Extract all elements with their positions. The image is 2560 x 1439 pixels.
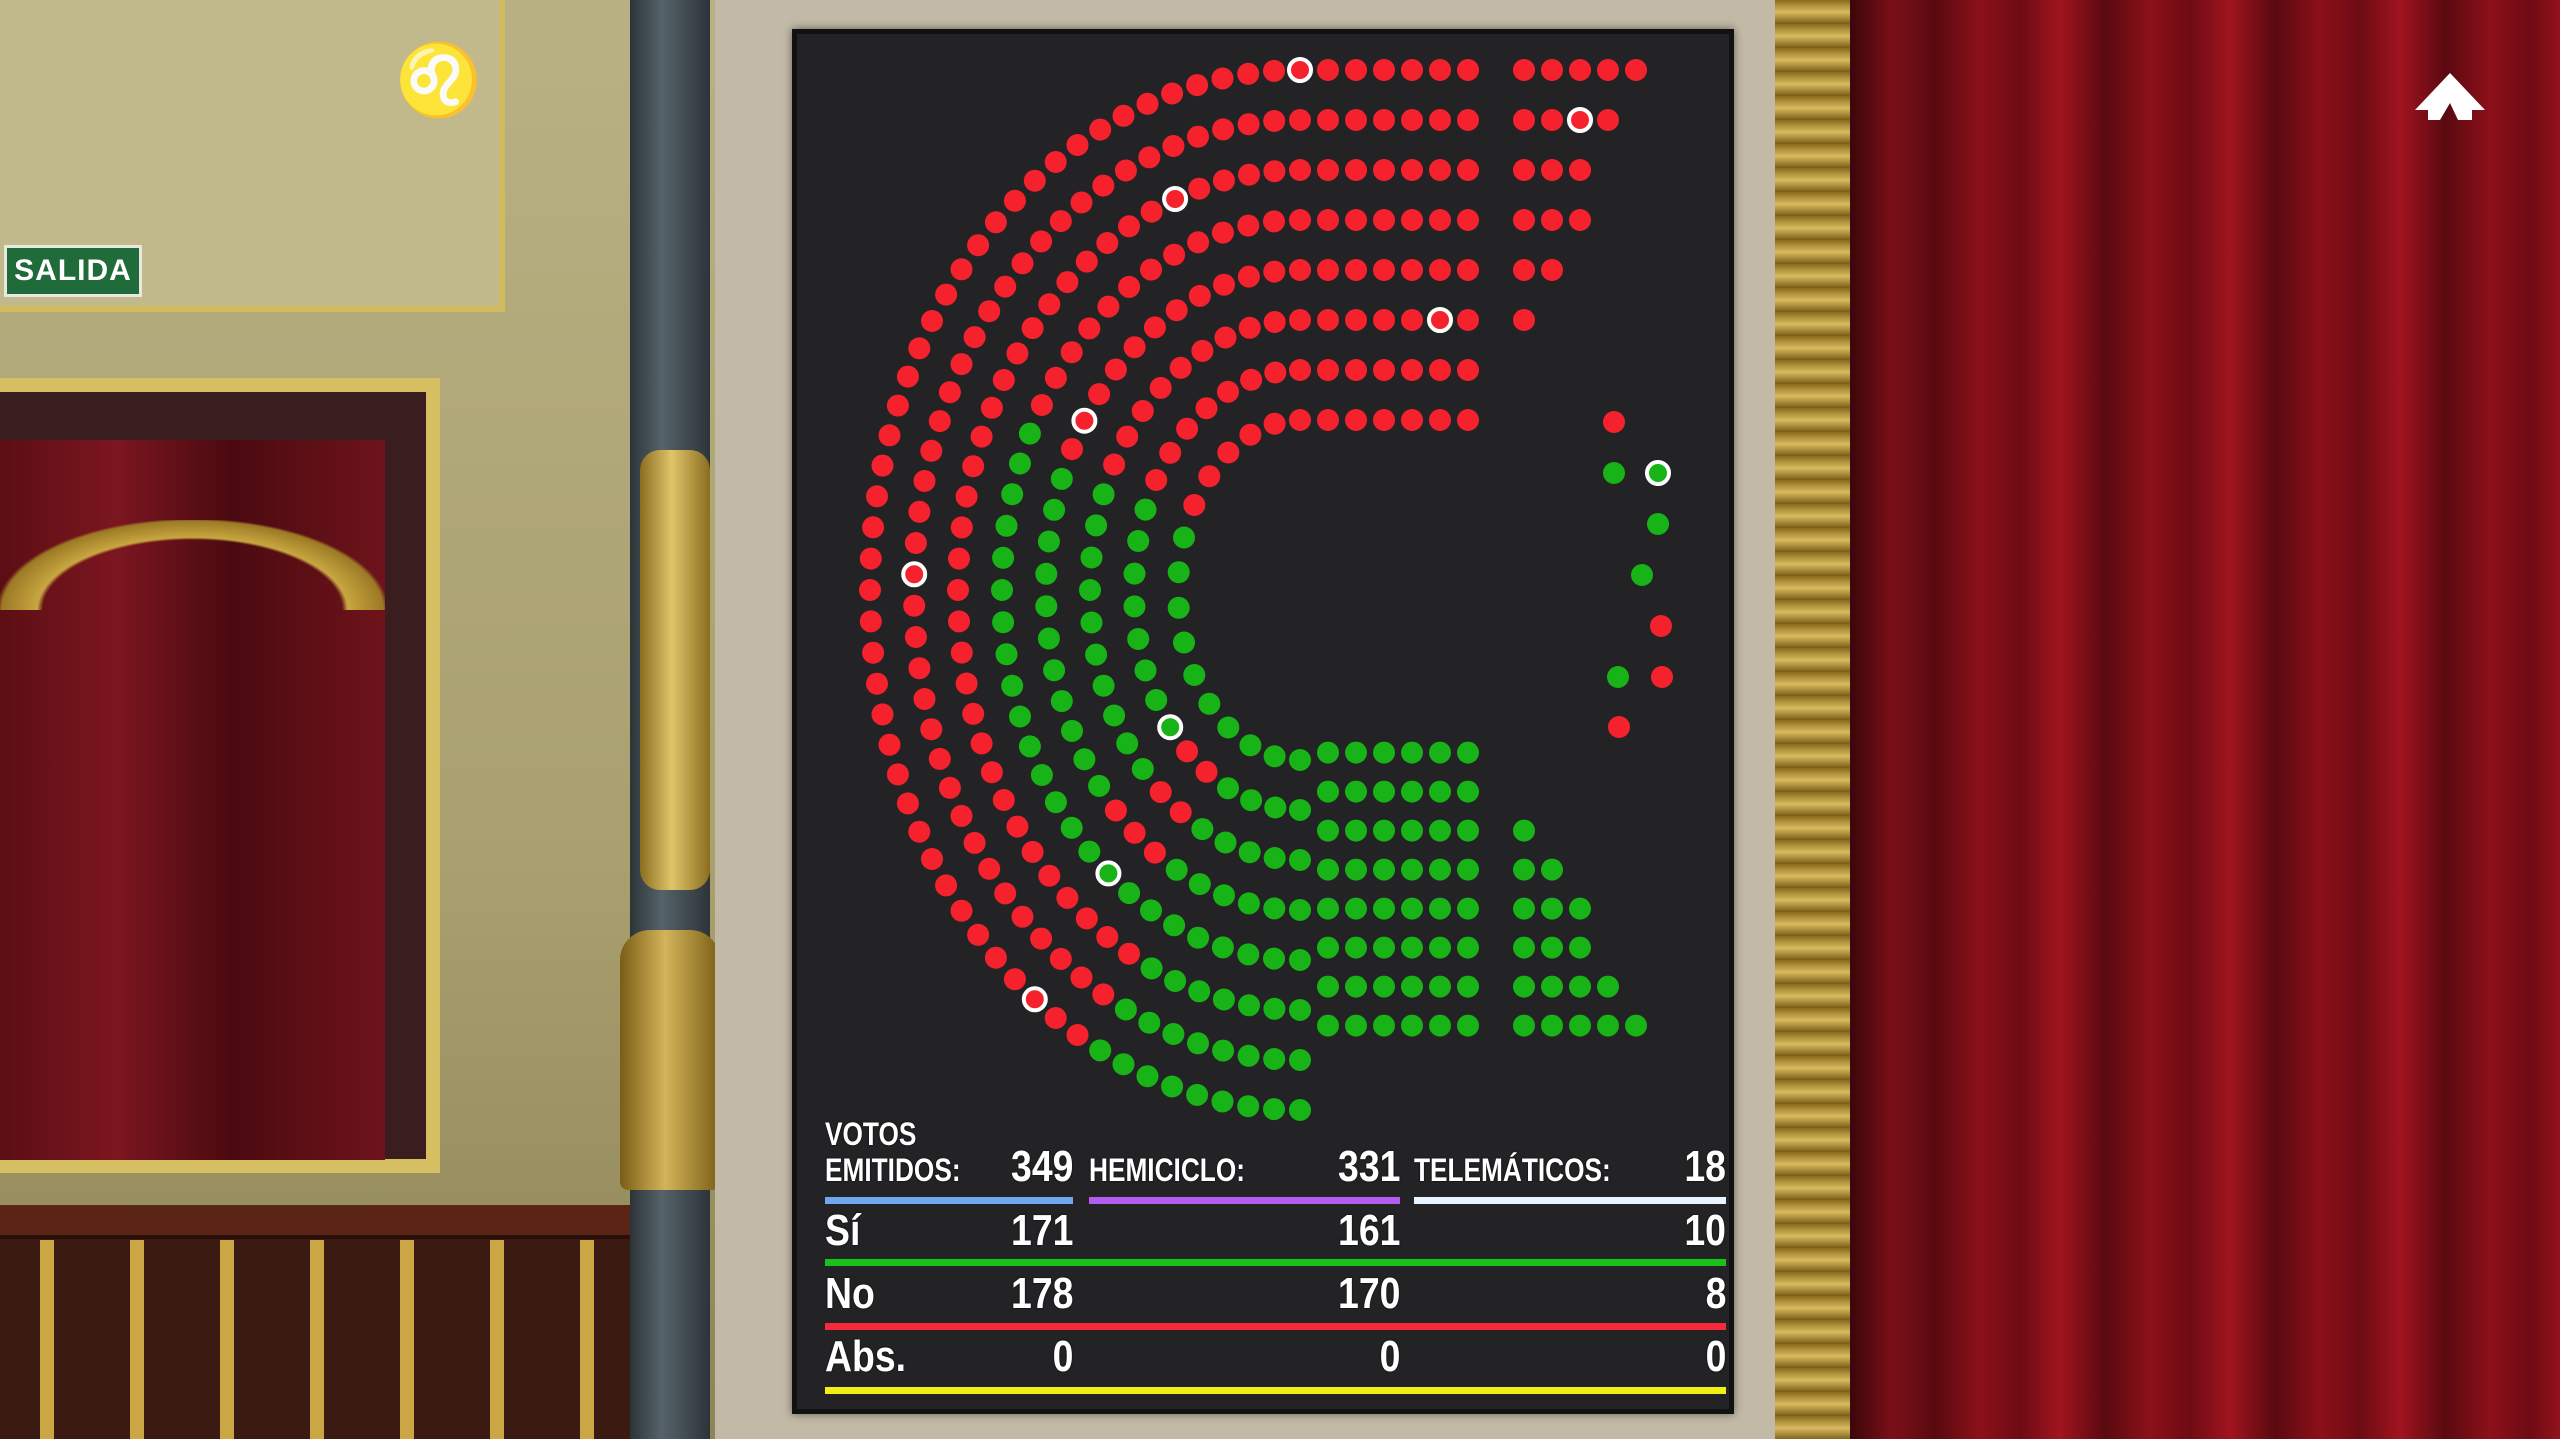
row-total: 178 [1010, 1269, 1073, 1318]
emitidos-value: 349 [1010, 1142, 1073, 1191]
baluster [580, 1240, 594, 1439]
telematicos-underline [1414, 1197, 1726, 1204]
telematicos-value: 18 [1684, 1142, 1726, 1191]
baluster [400, 1240, 414, 1439]
row-hemiciclo: 170 [1337, 1269, 1400, 1318]
baluster [310, 1240, 324, 1439]
row-total: 0 [1052, 1332, 1073, 1381]
pillar-gilded-column [640, 450, 710, 890]
hemiciclo-value: 331 [1337, 1142, 1400, 1191]
balcony-railing [0, 1210, 660, 1439]
row-total: 171 [1010, 1206, 1073, 1255]
row-color-bar [825, 1323, 1726, 1330]
row-hemiciclo: 0 [1379, 1332, 1400, 1381]
row-label: Abs. [825, 1332, 907, 1381]
exit-sign: SALIDA [4, 245, 142, 297]
telematicos-label: TELEMÁTICOS: [1414, 1152, 1611, 1188]
row-label: Sí [825, 1206, 861, 1255]
emitidos-underline [825, 1197, 1073, 1204]
baluster [40, 1240, 54, 1439]
curtain-valance [0, 520, 385, 610]
congreso-logo-icon [2415, 73, 2485, 120]
baluster [220, 1240, 234, 1439]
row-telematicos: 10 [1684, 1206, 1726, 1255]
hemiciclo-underline [1089, 1197, 1400, 1204]
baluster [490, 1240, 504, 1439]
row-telematicos: 0 [1705, 1332, 1726, 1381]
baluster [130, 1240, 144, 1439]
voting-board [792, 29, 1734, 1414]
railing-handrail [0, 1205, 660, 1239]
hemiciclo-label: HEMICICLO: [1089, 1152, 1245, 1188]
emitidos-label: EMITIDOS: [825, 1152, 961, 1188]
votos-label: VOTOS [825, 1116, 917, 1152]
row-telematicos: 8 [1705, 1269, 1726, 1318]
row-color-bar [825, 1259, 1726, 1266]
row-color-bar [825, 1387, 1726, 1394]
row-hemiciclo: 161 [1337, 1206, 1400, 1255]
lion-ornament-icon: ♌ [395, 41, 483, 119]
red-curtain [1850, 0, 2560, 1439]
row-label: No [825, 1269, 875, 1318]
pillar-base [620, 930, 720, 1190]
curtain-shadow [1850, 0, 1940, 1439]
